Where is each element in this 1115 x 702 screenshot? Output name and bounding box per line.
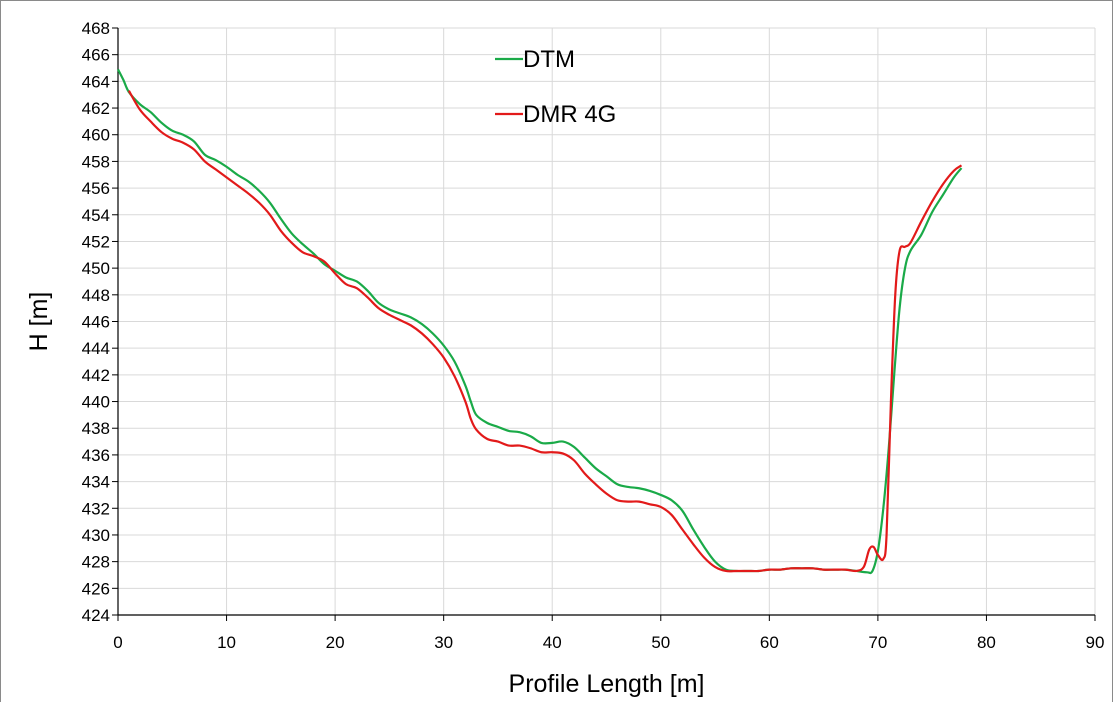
y-tick-label: 434 <box>82 473 110 492</box>
y-tick-label: 428 <box>82 553 110 572</box>
x-tick-label: 40 <box>543 633 562 652</box>
x-tick-label: 30 <box>434 633 453 652</box>
y-tick-label: 444 <box>82 339 110 358</box>
legend-label-dmr-4g: DMR 4G <box>523 101 616 128</box>
y-tick-label: 456 <box>82 179 110 198</box>
x-tick-label: 20 <box>326 633 345 652</box>
x-tick-label: 10 <box>217 633 236 652</box>
y-tick-label: 466 <box>82 46 110 65</box>
x-tick-label: 60 <box>760 633 779 652</box>
y-tick-label: 436 <box>82 446 110 465</box>
y-tick-label: 464 <box>82 72 110 91</box>
x-tick-label: 70 <box>868 633 887 652</box>
y-tick-label: 468 <box>82 19 110 38</box>
y-tick-label: 442 <box>82 366 110 385</box>
y-tick-label: 448 <box>82 286 110 305</box>
legend: DTM DMR 4G <box>495 46 616 128</box>
y-tick-label: 424 <box>82 606 110 625</box>
axes <box>112 27 1096 621</box>
y-tick-label: 438 <box>82 419 110 438</box>
y-tick-label: 450 <box>82 259 110 278</box>
series-line-dmr-4g <box>127 90 963 573</box>
x-tick-label: 50 <box>651 633 670 652</box>
y-tick-label: 432 <box>82 499 110 518</box>
x-tick-label: 90 <box>1086 633 1105 652</box>
y-axis-title: H [m] <box>25 292 53 352</box>
tick-labels: 424 426 428 430 432 434 436 438 440 442 444 446 448 4… <box>82 19 1105 652</box>
y-tick-label: 462 <box>82 99 110 118</box>
x-tick-label: 80 <box>977 633 996 652</box>
y-tick-label: 454 <box>82 206 110 225</box>
legend-label-dtm: DTM <box>523 46 575 73</box>
series-lines <box>117 68 963 575</box>
y-tick-label: 460 <box>82 126 110 145</box>
y-tick-label: 430 <box>82 526 110 545</box>
y-tick-label: 426 <box>82 579 110 598</box>
y-tick-label: 440 <box>82 393 110 412</box>
y-tick-label: 446 <box>82 313 110 332</box>
x-tick-label: 0 <box>113 633 122 652</box>
grid-lines <box>118 27 1096 615</box>
y-tick-label: 458 <box>82 152 110 171</box>
y-tick-label: 452 <box>82 232 110 251</box>
x-axis-title: Profile Length [m] <box>509 670 705 698</box>
